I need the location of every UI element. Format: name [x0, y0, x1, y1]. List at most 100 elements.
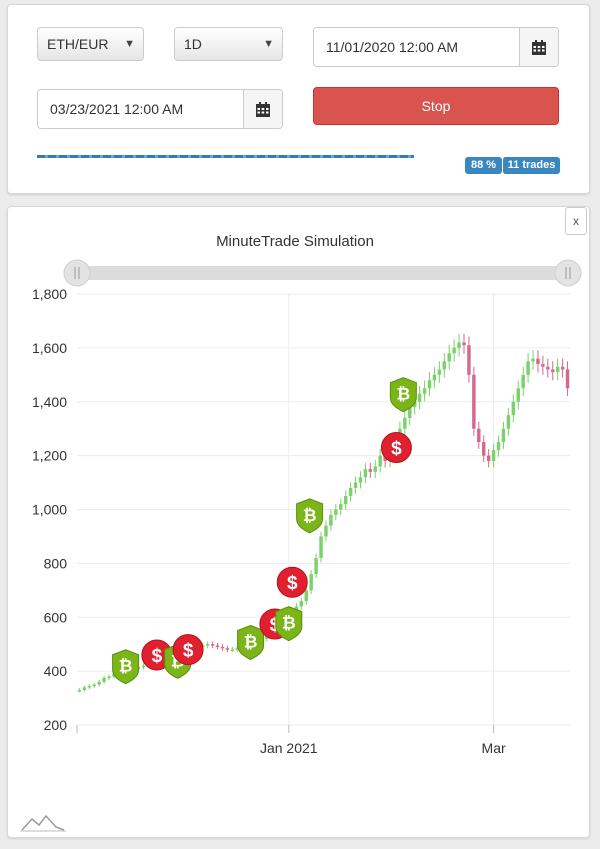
range-slider-track[interactable] [76, 266, 570, 280]
dollar-symbol: $ [152, 646, 163, 667]
interval-select-value: 1D [184, 36, 202, 52]
bitcoin-symbol: ₿ [244, 632, 258, 651]
close-chart-button[interactable]: x [565, 207, 587, 235]
range-slider-left-handle[interactable] [63, 259, 91, 287]
candle [373, 466, 377, 472]
bitcoin-symbol: ₿ [396, 385, 410, 404]
candle [368, 469, 373, 472]
y-tick-label: 1,000 [32, 502, 67, 518]
caret-down-icon: ▼ [124, 38, 135, 50]
simulation-progress-bar [37, 155, 414, 158]
bitcoin-symbol: ₿ [119, 657, 133, 676]
dollar-symbol: $ [391, 439, 402, 460]
chart-title: MinuteTrade Simulation [216, 233, 374, 250]
candlestick-chart: MinuteTrade Simulation 200 400 600 800 1,000… [20, 233, 582, 832]
stop-button[interactable]: Stop [313, 87, 559, 125]
candle [541, 364, 545, 367]
y-tick-label: 200 [44, 717, 68, 733]
x-tick-label: Mar [482, 740, 506, 756]
start-date-value[interactable]: 11/01/2020 12:00 AM [326, 39, 459, 55]
candle [304, 590, 308, 602]
buy-marker-icon: ₿ [237, 624, 265, 661]
candle [343, 496, 348, 505]
pair-select[interactable]: ETH/EUR ▼ [37, 27, 144, 61]
sell-marker-icon: $ [380, 432, 412, 464]
chart-grid [77, 293, 570, 726]
dollar-symbol: $ [183, 641, 194, 662]
candle [501, 428, 506, 443]
trade-markers: ₿$₿$₿$₿$₿$₿ [112, 377, 417, 685]
candle [107, 676, 111, 679]
candle [87, 685, 92, 688]
bitcoin-symbol: ₿ [303, 506, 317, 525]
candle [383, 455, 387, 462]
candle [511, 401, 516, 416]
dollar-coin-icon [380, 432, 412, 464]
candle [210, 644, 215, 646]
candle [521, 374, 525, 389]
candle [422, 388, 427, 394]
candles [77, 333, 570, 693]
candle [299, 601, 304, 607]
range-slider-right-handle[interactable] [554, 259, 582, 287]
calendar-icon [532, 39, 546, 55]
candle [353, 482, 358, 488]
y-tick-label: 1,600 [32, 340, 67, 356]
y-tick-label: 600 [44, 609, 68, 625]
candle [536, 358, 540, 365]
candle [452, 347, 456, 354]
buy-marker-icon: ₿ [296, 498, 324, 534]
y-tick-label: 1,400 [32, 394, 67, 410]
candle [408, 407, 412, 418]
candle [329, 514, 333, 526]
y-axis: 200 400 600 800 1,000 1,200 1,400 1,600 1,800 [32, 286, 67, 733]
candle [481, 442, 486, 456]
candle [339, 504, 343, 510]
pair-select-value: ETH/EUR [47, 36, 109, 52]
candle [324, 525, 328, 537]
candle [334, 509, 338, 515]
bitcoin-shield-icon [112, 649, 140, 685]
simulation-controls-panel: ETH/EUR ▼ 1D ▼ 11/01/2020 12:00 AM 03/23… [7, 4, 590, 194]
candle [506, 415, 511, 429]
candle [205, 644, 210, 646]
candle [526, 361, 530, 375]
candle [220, 646, 225, 649]
candle [309, 574, 313, 591]
trades-count-badge: 11 trades [502, 157, 560, 174]
candle [92, 684, 96, 687]
start-date-calendar-button[interactable] [519, 28, 558, 66]
interval-select[interactable]: 1D ▼ [174, 27, 283, 61]
bitcoin-shield-icon [275, 606, 303, 642]
start-date-input[interactable]: 11/01/2020 12:00 AM [313, 27, 559, 67]
progress-percent-badge: 88 % [465, 157, 502, 174]
end-date-calendar-button[interactable] [243, 90, 282, 128]
candle [363, 469, 368, 478]
chart-panel: MinuteTrade Simulation 200 400 600 800 1,000… [7, 206, 590, 838]
candle [560, 366, 565, 370]
candle [531, 358, 535, 362]
bitcoin-shield-icon [296, 498, 324, 534]
bitcoin-shield-icon [237, 624, 265, 661]
caret-down-icon: ▼ [263, 38, 274, 50]
y-tick-label: 800 [44, 555, 68, 571]
candle [417, 393, 422, 402]
candle [496, 442, 501, 451]
sell-marker-icon: $ [276, 566, 308, 598]
calendar-icon [256, 101, 270, 117]
candle [486, 455, 491, 462]
end-date-input[interactable]: 03/23/2021 12:00 AM [37, 89, 283, 129]
dollar-symbol: $ [270, 615, 281, 636]
candle [215, 645, 220, 648]
candle [230, 649, 235, 652]
candle [546, 366, 550, 370]
bitcoin-shield-icon [389, 377, 417, 413]
buy-marker-icon: ₿ [389, 377, 417, 413]
x-axis: Jan 2021 Mar [76, 725, 506, 756]
candle [491, 450, 496, 462]
end-date-value[interactable]: 03/23/2021 12:00 AM [50, 101, 184, 117]
range-slider[interactable] [63, 259, 582, 287]
candle [378, 455, 382, 467]
bitcoin-symbol: ₿ [282, 614, 296, 633]
buy-marker-icon: ₿ [112, 649, 140, 685]
